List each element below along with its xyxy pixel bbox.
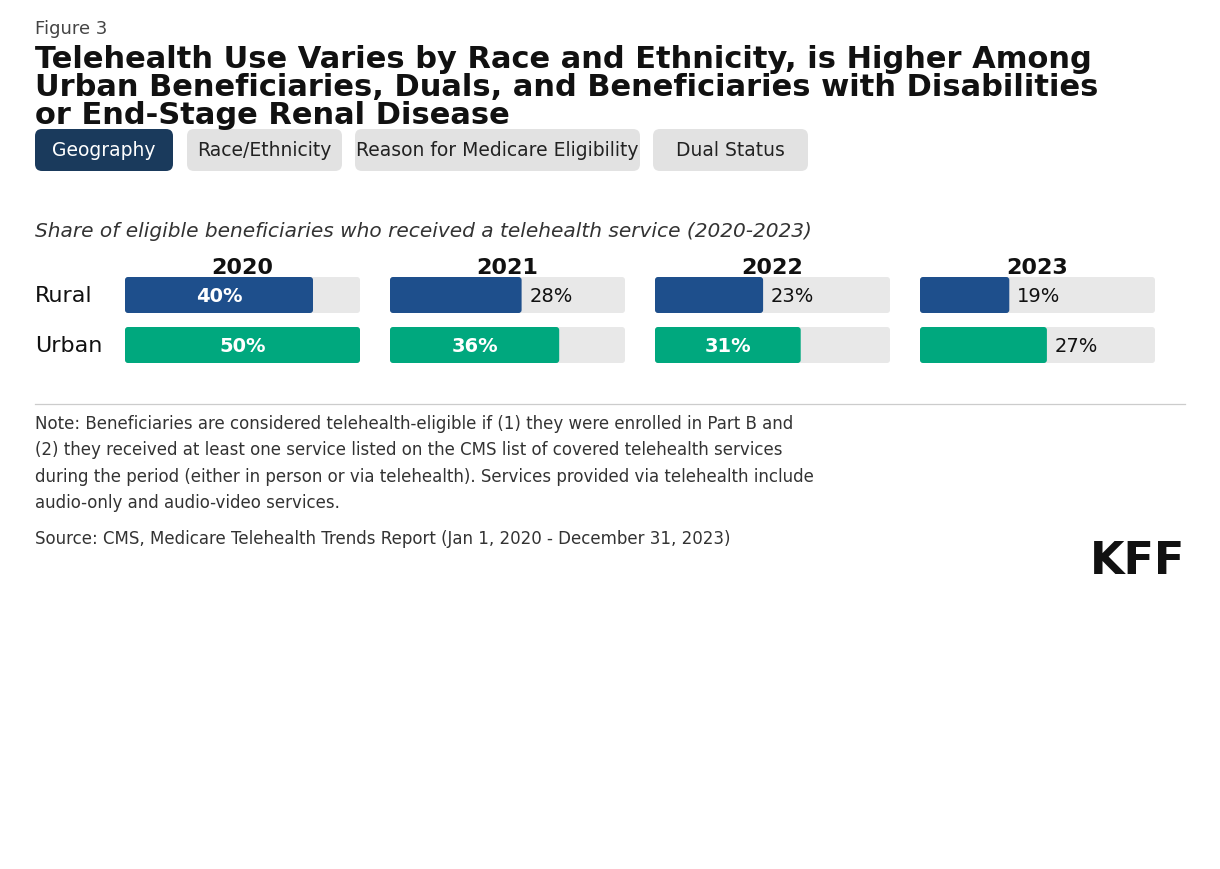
Text: 2021: 2021 bbox=[477, 258, 538, 278]
Text: 31%: 31% bbox=[704, 336, 752, 355]
FancyBboxPatch shape bbox=[655, 328, 891, 363]
Text: Share of eligible beneficiaries who received a telehealth service (2020-2023): Share of eligible beneficiaries who rece… bbox=[35, 222, 811, 241]
Text: Note: Beneficiaries are considered telehealth-eligible if (1) they were enrolled: Note: Beneficiaries are considered teleh… bbox=[35, 415, 814, 512]
FancyBboxPatch shape bbox=[124, 328, 360, 363]
FancyBboxPatch shape bbox=[35, 129, 173, 172]
FancyBboxPatch shape bbox=[390, 328, 625, 363]
Text: Urban: Urban bbox=[35, 335, 102, 355]
Text: 23%: 23% bbox=[771, 286, 815, 305]
Text: or End-Stage Renal Disease: or End-Stage Renal Disease bbox=[35, 101, 510, 129]
Text: Reason for Medicare Eligibility: Reason for Medicare Eligibility bbox=[356, 142, 639, 160]
FancyBboxPatch shape bbox=[187, 129, 342, 172]
Text: 50%: 50% bbox=[220, 336, 266, 355]
Text: Figure 3: Figure 3 bbox=[35, 20, 107, 38]
Text: KFF: KFF bbox=[1089, 540, 1185, 582]
Text: Urban Beneficiaries, Duals, and Beneficiaries with Disabilities: Urban Beneficiaries, Duals, and Benefici… bbox=[35, 73, 1098, 102]
Text: Telehealth Use Varies by Race and Ethnicity, is Higher Among: Telehealth Use Varies by Race and Ethnic… bbox=[35, 45, 1092, 74]
FancyBboxPatch shape bbox=[124, 278, 360, 314]
FancyBboxPatch shape bbox=[390, 278, 522, 314]
FancyBboxPatch shape bbox=[124, 328, 360, 363]
Text: Rural: Rural bbox=[35, 286, 93, 306]
Text: 2023: 2023 bbox=[1006, 258, 1069, 278]
Text: Dual Status: Dual Status bbox=[676, 142, 784, 160]
FancyBboxPatch shape bbox=[655, 278, 891, 314]
FancyBboxPatch shape bbox=[920, 328, 1155, 363]
FancyBboxPatch shape bbox=[355, 129, 640, 172]
FancyBboxPatch shape bbox=[124, 278, 314, 314]
Text: 27%: 27% bbox=[1055, 336, 1098, 355]
Text: 19%: 19% bbox=[1017, 286, 1060, 305]
Text: 40%: 40% bbox=[195, 286, 243, 305]
Text: 2022: 2022 bbox=[742, 258, 804, 278]
FancyBboxPatch shape bbox=[390, 278, 625, 314]
Text: 2020: 2020 bbox=[211, 258, 273, 278]
FancyBboxPatch shape bbox=[653, 129, 808, 172]
FancyBboxPatch shape bbox=[390, 328, 559, 363]
Text: Geography: Geography bbox=[52, 142, 156, 160]
FancyBboxPatch shape bbox=[920, 278, 1155, 314]
FancyBboxPatch shape bbox=[655, 328, 800, 363]
FancyBboxPatch shape bbox=[920, 278, 1009, 314]
FancyBboxPatch shape bbox=[920, 328, 1047, 363]
FancyBboxPatch shape bbox=[655, 278, 762, 314]
Text: Source: CMS, Medicare Telehealth Trends Report (Jan 1, 2020 - December 31, 2023): Source: CMS, Medicare Telehealth Trends … bbox=[35, 529, 731, 547]
Text: Race/Ethnicity: Race/Ethnicity bbox=[198, 142, 332, 160]
Text: 28%: 28% bbox=[529, 286, 573, 305]
Text: 36%: 36% bbox=[451, 336, 498, 355]
